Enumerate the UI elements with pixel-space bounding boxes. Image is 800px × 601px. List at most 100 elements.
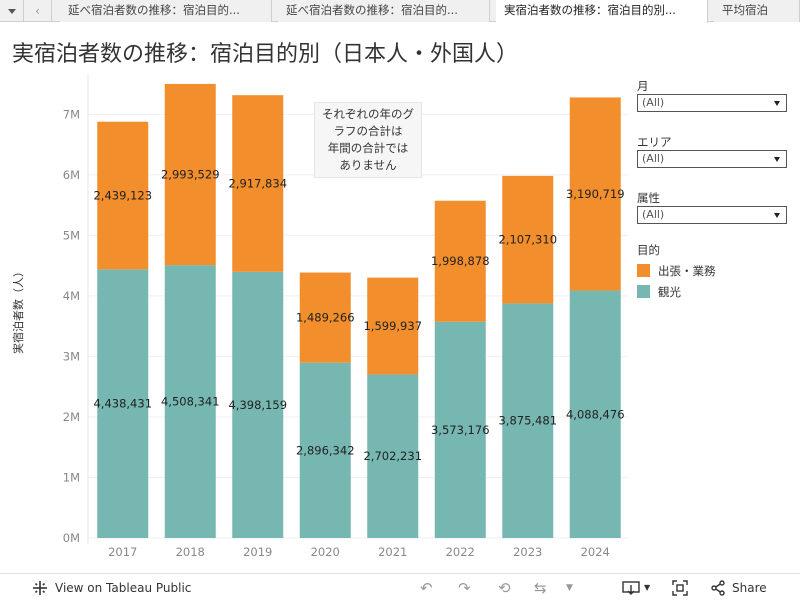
data-label: 1,599,937 xyxy=(363,319,422,333)
view-on-tableau-public-link[interactable]: View on Tableau Public xyxy=(32,574,191,601)
stacked-bar-chart: 0M 1M 2M 3M 4M 5M 6M 7M 4,438,431 2,439,123 2017 4,… xyxy=(63,74,628,559)
data-label: 2,107,310 xyxy=(498,233,557,247)
data-label: 2,702,231 xyxy=(363,449,422,463)
undo-icon: ↶ xyxy=(420,578,433,597)
share-label: Share xyxy=(732,580,767,595)
bar-segment xyxy=(97,269,149,538)
data-label: 2,439,123 xyxy=(93,189,152,203)
redo-icon: ↷ xyxy=(458,578,471,597)
chevron-left-icon: ‹ xyxy=(35,4,40,18)
refresh-icon: ⇆ xyxy=(534,578,547,597)
data-label: 4,508,341 xyxy=(161,395,220,409)
y-tick-label: 5M xyxy=(63,228,80,242)
x-tick-label: 2018 xyxy=(176,545,205,559)
annotation-line: ありません xyxy=(339,158,397,172)
filter-value: (All) xyxy=(642,96,665,109)
bar-segment xyxy=(232,271,284,538)
revert-icon: ⟲ xyxy=(498,578,511,597)
data-label: 3,190,719 xyxy=(566,187,625,201)
data-label: 3,573,176 xyxy=(431,423,490,437)
filter-value: (All) xyxy=(642,152,665,165)
download-icon xyxy=(622,580,640,595)
tableau-toolbar: View on Tableau Public ↶ ↷ ⟲ ⇆ ▼ ▼ xyxy=(0,573,800,600)
legend-swatch xyxy=(637,285,650,298)
y-tick-label: 3M xyxy=(63,349,80,363)
x-tick-label: 2017 xyxy=(108,545,137,559)
dropdown-arrow-icon xyxy=(774,157,780,162)
tableau-logo-icon xyxy=(33,580,47,595)
y-tick-label: 0M xyxy=(63,531,80,545)
share-icon xyxy=(711,579,725,596)
revert-button[interactable]: ⟲ xyxy=(498,574,511,601)
tab-scroll-left-button[interactable]: ‹ xyxy=(24,0,52,22)
fullscreen-button[interactable] xyxy=(672,574,688,601)
x-tick-label: 2023 xyxy=(513,545,542,559)
caret-down-icon: ▼ xyxy=(566,582,573,593)
filter-value: (All) xyxy=(642,208,665,221)
view-on-tableau-label: View on Tableau Public xyxy=(55,580,192,595)
download-button[interactable]: ▼ xyxy=(622,574,650,601)
caret-down-icon: ▼ xyxy=(644,583,651,592)
undo-button[interactable]: ↶ xyxy=(420,574,433,601)
tab-strip: ‹ 延べ宿泊者数の推移：宿泊目的... 延べ宿泊者数の推移：宿泊目的... 実宿… xyxy=(0,0,800,23)
chart-annotation: それぞれの年のグ ラフの合計は 年間の合計では ありません xyxy=(314,102,422,178)
tab-3-active[interactable]: 実宿泊者数の推移：宿泊目的別... xyxy=(496,0,708,23)
dropdown-arrow-icon xyxy=(774,213,780,218)
bar-segment xyxy=(502,175,554,304)
refresh-button[interactable]: ⇆ xyxy=(534,574,547,601)
share-button[interactable]: Share xyxy=(710,574,767,601)
y-axis-label: 実宿泊者数（人） xyxy=(12,266,25,354)
data-label: 4,438,431 xyxy=(93,397,152,411)
tab-1[interactable]: 延べ宿泊者数の推移：宿泊目的... xyxy=(60,0,272,22)
pause-button[interactable]: ▼ xyxy=(566,574,573,601)
redo-button[interactable]: ↷ xyxy=(458,574,471,601)
caret-down-icon xyxy=(7,8,16,14)
bar-segment xyxy=(164,83,216,266)
legend-item-tourism[interactable]: 観光 xyxy=(637,281,789,302)
x-tick-label: 2021 xyxy=(378,545,407,559)
page-title: 実宿泊者数の推移：宿泊目的別（日本人・外国人） xyxy=(12,42,519,67)
data-label: 4,398,159 xyxy=(228,398,287,412)
bar-segment xyxy=(367,374,419,538)
y-tick-label: 4M xyxy=(63,289,80,303)
annotation-line: ラフの合計は xyxy=(333,124,403,138)
data-label: 2,917,834 xyxy=(228,176,287,190)
fullscreen-icon xyxy=(672,579,688,596)
dropdown-arrow-icon xyxy=(774,101,780,106)
bar-segment xyxy=(569,97,621,291)
y-tick-label: 6M xyxy=(63,168,80,182)
tab-4[interactable]: 平均宿泊 xyxy=(714,0,800,22)
filter-select-area[interactable]: (All) xyxy=(637,150,787,168)
legend-label: 出張・業務 xyxy=(658,263,716,278)
x-tick-label: 2022 xyxy=(446,545,475,559)
data-label: 2,896,342 xyxy=(296,443,355,457)
tab-menu-button[interactable] xyxy=(0,0,24,22)
bar-segment xyxy=(367,277,419,375)
filter-label-month: 月 xyxy=(637,79,649,93)
y-tick-label: 7M xyxy=(63,107,80,121)
data-label: 3,875,481 xyxy=(498,414,557,428)
tab-2[interactable]: 延べ宿泊者数の推移：宿泊目的... xyxy=(278,0,490,22)
bar-segment xyxy=(97,121,149,270)
data-label: 2,993,529 xyxy=(161,168,220,182)
filter-select-attribute[interactable]: (All) xyxy=(637,206,787,224)
filter-panel: 月 (All) エリア (All) 属性 (All) 目的 出張・業務 観光 xyxy=(637,78,789,302)
x-tick-label: 2020 xyxy=(311,545,340,559)
annotation-line: それぞれの年のグ xyxy=(322,107,414,121)
bar-segment xyxy=(232,95,284,272)
x-tick-label: 2019 xyxy=(243,545,272,559)
legend-label: 観光 xyxy=(658,284,681,299)
y-tick-label: 1M xyxy=(63,470,80,484)
data-label: 1,998,878 xyxy=(431,254,490,268)
bar-segment xyxy=(299,272,351,363)
y-tick-label: 2M xyxy=(63,410,80,424)
legend-title: 目的 xyxy=(637,243,660,257)
filter-label-attribute: 属性 xyxy=(637,191,660,205)
legend-item-business[interactable]: 出張・業務 xyxy=(637,260,789,281)
bar-segment xyxy=(164,265,216,538)
bar-segment xyxy=(434,200,486,322)
legend-swatch xyxy=(637,264,650,277)
data-label: 4,088,476 xyxy=(566,407,625,421)
filter-select-month[interactable]: (All) xyxy=(637,94,787,112)
annotation-line: 年間の合計では xyxy=(327,141,409,155)
